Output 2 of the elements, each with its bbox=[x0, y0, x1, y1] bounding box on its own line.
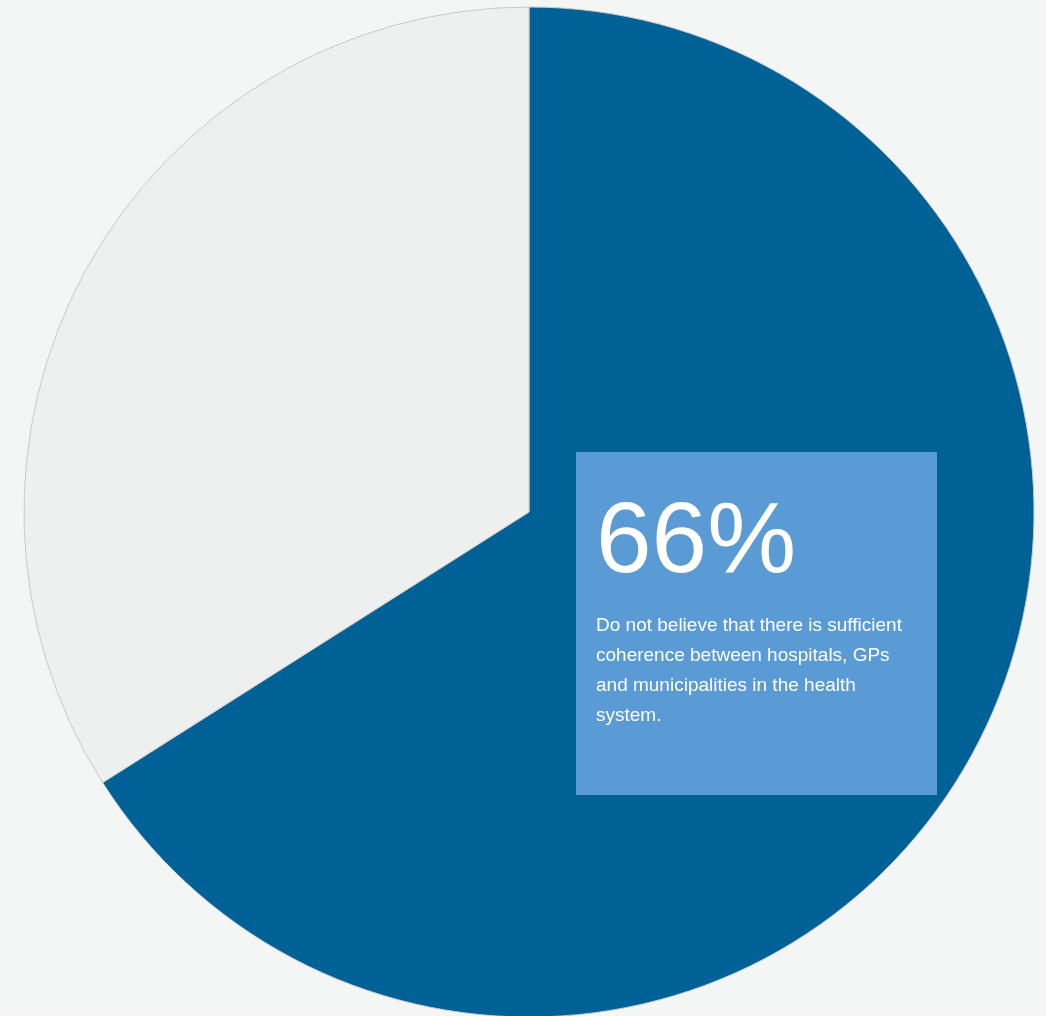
slice-label: Do not believe that there is sufficient coherence between hospitals, GPs and municipalities in the health system. bbox=[596, 613, 903, 727]
data-label: 66% bbox=[596, 481, 798, 593]
